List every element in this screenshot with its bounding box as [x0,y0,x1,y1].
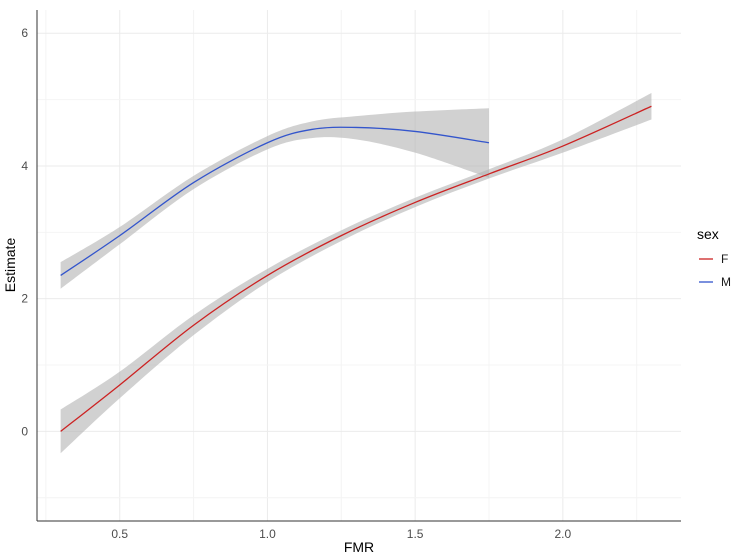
x-axis-title: FMR [344,539,374,555]
legend-label-f: F [721,252,728,266]
grid [37,10,681,521]
line-m [60,126,490,276]
y-axis-title: Estimate [2,238,18,293]
y-tick-labels: 0 2 4 6 [21,26,28,438]
x-tick-label: 2.0 [554,527,571,541]
line-f [60,105,652,432]
y-tick-label: 6 [21,26,28,40]
ribbon-m [60,108,489,289]
x-tick-label: 1.5 [407,527,424,541]
y-tick-label: 4 [21,159,28,173]
ribbon-f [60,92,652,454]
confidence-ribbons [60,92,652,454]
axes [36,10,681,522]
y-tick-label: 0 [21,424,28,438]
series-lines [60,105,652,432]
x-tick-label: 1.0 [259,527,276,541]
x-tick-labels: 0.5 1.0 1.5 2.0 [111,527,571,541]
legend-title: sex [697,226,719,242]
x-tick-label: 0.5 [111,527,128,541]
legend-label-m: M [721,275,731,289]
y-tick-label: 2 [21,292,28,306]
legend: sex FM [697,226,731,291]
